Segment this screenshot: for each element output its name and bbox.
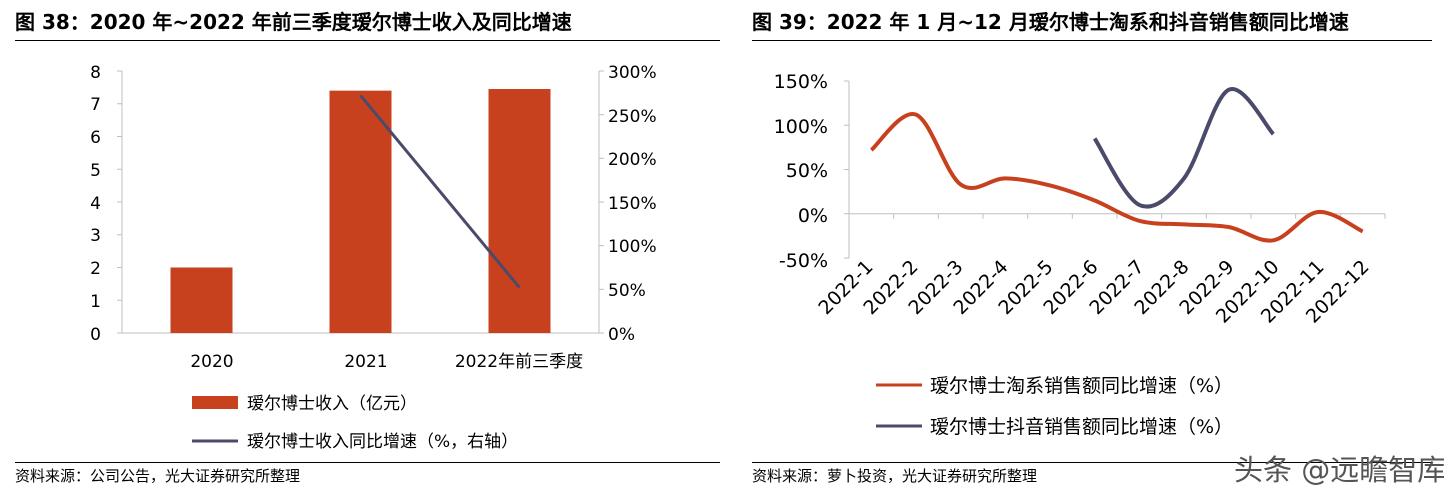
y2-tick-6: 300%: [608, 63, 657, 83]
right-source-note: 资料来源：萝卜投资，光大证券研究所整理: [752, 467, 1038, 485]
legend-bar-swatch: [192, 396, 238, 409]
left-y-axis-ticks: 0 1 2 3 4 5 6 7 8: [90, 63, 101, 345]
y2-tick-3: 150%: [608, 194, 657, 214]
y2-tick-5: 250%: [608, 107, 657, 127]
right-legend: 瑷尔博士淘系销售额同比增速（%） 瑷尔博士抖音销售额同比增速（%）: [876, 375, 1233, 438]
y-tick-2: 2: [90, 259, 101, 279]
x-tick-2020: 2020: [190, 352, 233, 372]
left-chart-title: 图 38：2020 年~2022 年前三季度瑷尔博士收入及同比增速: [15, 10, 572, 34]
y2-tick-0: 0%: [608, 325, 635, 345]
r-y-tick-0: 0%: [798, 205, 828, 227]
right-y-axis-ticks: 0% 50% 100% 150% 200% 250% 300%: [608, 63, 657, 345]
right-chart: -50% 0% 50% 100% 150% 2022-1 2022-2 2022…: [774, 71, 1386, 438]
x-tick-2021: 2021: [344, 352, 387, 372]
right-source-rule: [752, 462, 1432, 463]
y2-tick-4: 200%: [608, 150, 657, 170]
right-lines: [869, 87, 1364, 243]
y-tick-5: 5: [90, 161, 101, 181]
left-title-rule: [15, 40, 720, 41]
watermark: 头条 @远瞻智库: [1234, 453, 1444, 487]
right-y-axis-ticks: -50% 0% 50% 100% 150%: [774, 71, 828, 272]
y-tick-1: 1: [90, 292, 101, 312]
right-axes: [844, 80, 1386, 259]
right-chart-title: 图 39：2022 年 1 月~12 月瑷尔博士淘系和抖音销售额同比增速: [752, 10, 1349, 34]
y-tick-0: 0: [90, 325, 101, 345]
y-tick-3: 3: [90, 226, 101, 246]
legend-bar-label: 瑷尔博士收入（亿元）: [247, 394, 417, 414]
legend-tmall-label: 瑷尔博士淘系销售额同比增速（%）: [930, 375, 1233, 397]
left-source-note: 资料来源：公司公告，光大证券研究所整理: [15, 467, 301, 485]
right-title-rule: [752, 40, 1432, 41]
left-legend: 瑷尔博士收入（亿元） 瑷尔博士收入同比增速（%，右轴）: [192, 394, 518, 452]
y-tick-4: 4: [90, 194, 101, 214]
y-tick-8: 8: [90, 63, 101, 83]
right-x-labels: 2022-1 2022-2 2022-3 2022-4 2022-5 2022-…: [814, 256, 1373, 328]
growth-line: [359, 94, 521, 289]
r-y-tick-150: 150%: [774, 71, 828, 93]
legend-line-label: 瑷尔博士收入同比增速（%，右轴）: [247, 432, 518, 452]
revenue-bar: [329, 90, 392, 334]
x-tick-2022q3: 2022年前三季度: [455, 352, 583, 372]
y2-tick-2: 100%: [608, 237, 657, 257]
left-chart: 0 1 2 3 4 5 6 7 8 0% 50% 100% 150% 200% …: [90, 63, 657, 452]
r-y-tick-50: 50%: [786, 160, 828, 182]
douyin-growth-line: [1092, 87, 1275, 209]
left-growth-line: [359, 94, 521, 289]
y-tick-6: 6: [90, 128, 101, 148]
tmall-growth-line: [869, 112, 1364, 243]
left-source-rule: [15, 462, 720, 463]
revenue-bar: [488, 89, 551, 333]
legend-douyin-label: 瑷尔博士抖音销售额同比增速（%）: [930, 416, 1233, 438]
y-tick-7: 7: [90, 95, 101, 115]
r-y-tick-m50: -50%: [779, 250, 828, 272]
r-y-tick-100: 100%: [774, 116, 828, 138]
revenue-bar: [170, 267, 233, 333]
y2-tick-1: 50%: [608, 281, 646, 301]
left-bars: [170, 89, 551, 334]
left-x-labels: 2020 2021 2022年前三季度: [190, 352, 583, 372]
